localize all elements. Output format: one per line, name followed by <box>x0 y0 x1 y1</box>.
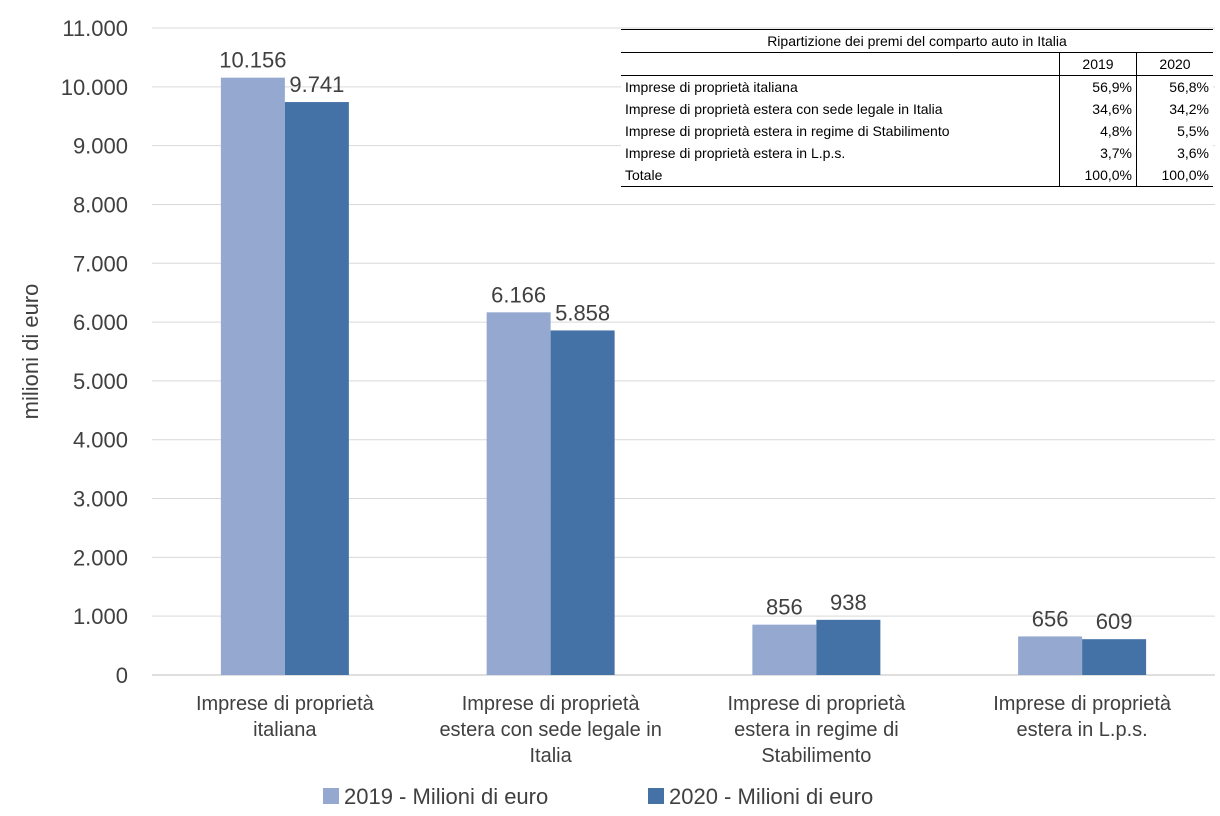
table-title: Ripartizione dei premi del comparto auto… <box>621 29 1213 53</box>
x-category-label: estera con sede legale in <box>439 719 661 741</box>
data-label: 10.156 <box>219 48 286 73</box>
data-label: 856 <box>766 595 803 620</box>
legend-swatch <box>648 788 664 804</box>
data-label: 6.166 <box>491 282 546 307</box>
row-label: Imprese di proprietà estera in L.p.s. <box>625 145 846 161</box>
row-value-2020: 34,2% <box>1136 98 1213 120</box>
row-value-2019: 100,0% <box>1059 164 1137 187</box>
y-tick-label: 10.000 <box>61 75 128 100</box>
bar <box>1082 639 1147 675</box>
row-value-2019: 34,6% <box>1059 98 1137 120</box>
y-tick-label: 7.000 <box>73 251 128 276</box>
x-category-label: estera in L.p.s. <box>1017 719 1148 741</box>
data-label: 5.858 <box>555 300 610 325</box>
x-category-label: italiana <box>253 719 317 741</box>
row-label: Imprese di proprietà estera in regime di… <box>625 123 950 139</box>
y-tick-label: 8.000 <box>73 192 128 217</box>
table-header-2020: 2020 <box>1136 52 1213 76</box>
data-label: 9.741 <box>289 72 344 97</box>
table-row-total: Totale 100,0% 100,0% <box>621 164 1213 187</box>
table-header-blank <box>621 52 1060 76</box>
y-tick-label: 6.000 <box>73 310 128 335</box>
y-tick-label: 9.000 <box>73 134 128 159</box>
x-category-label: Italia <box>530 745 573 767</box>
row-value-2019: 3,7% <box>1059 142 1137 164</box>
row-value-2020: 100,0% <box>1136 164 1213 187</box>
row-value-2020: 56,8% <box>1136 75 1213 98</box>
bar <box>220 77 285 675</box>
x-category-label: estera in regime di <box>734 719 899 741</box>
y-tick-label: 2.000 <box>73 545 128 570</box>
bar <box>284 102 349 675</box>
y-tick-label: 11.000 <box>62 16 128 41</box>
x-category-label: Imprese di proprietà <box>993 693 1172 715</box>
bar <box>550 330 615 675</box>
x-category-label: Imprese di proprietà <box>462 693 641 715</box>
row-value-2019: 4,8% <box>1059 120 1137 142</box>
bar <box>752 624 817 675</box>
legend-label: 2020 - Milioni di euro <box>669 784 873 809</box>
premium-share-table: Ripartizione dei premi del comparto auto… <box>621 29 1213 187</box>
x-category-label: Imprese di proprietà <box>727 693 906 715</box>
data-label: 656 <box>1032 606 1069 631</box>
bar <box>1018 636 1083 675</box>
legend-label: 2019 - Milioni di euro <box>344 784 548 809</box>
x-category-label: Stabilimento <box>761 745 871 767</box>
table-row: Imprese di proprietà estera con sede leg… <box>621 98 1213 120</box>
y-axis-label: milioni di euro <box>18 284 43 420</box>
bar <box>816 619 881 675</box>
row-label: Imprese di proprietà italiana <box>625 79 798 95</box>
bar <box>486 312 551 675</box>
y-tick-label: 5.000 <box>73 369 128 394</box>
y-tick-label: 4.000 <box>73 428 128 453</box>
legend-swatch <box>323 788 339 804</box>
row-value-2020: 3,6% <box>1136 142 1213 164</box>
x-category-label: Imprese di proprietà <box>196 693 375 715</box>
table-row: Imprese di proprietà estera in L.p.s. 3,… <box>621 142 1213 164</box>
row-value-2020: 5,5% <box>1136 120 1213 142</box>
row-value-2019: 56,9% <box>1059 75 1137 98</box>
data-label: 938 <box>830 590 867 615</box>
row-label: Totale <box>621 164 1060 187</box>
table-header-2019: 2019 <box>1059 52 1137 76</box>
table-row: Imprese di proprietà italiana 56,9% 56,8… <box>621 75 1213 98</box>
y-tick-label: 1.000 <box>73 604 128 629</box>
data-label: 609 <box>1096 609 1133 634</box>
y-tick-label: 0 <box>116 663 128 688</box>
y-tick-label: 3.000 <box>73 487 128 512</box>
row-label: Imprese di proprietà estera con sede leg… <box>625 101 943 117</box>
table-row: Imprese di proprietà estera in regime di… <box>621 120 1213 142</box>
